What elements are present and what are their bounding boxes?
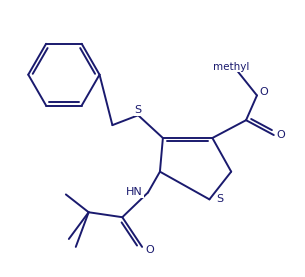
Text: O: O (260, 88, 268, 98)
Text: O: O (146, 245, 154, 255)
Text: HN: HN (126, 188, 143, 198)
Text: S: S (216, 194, 223, 204)
Text: O: O (276, 130, 285, 140)
Text: methyl: methyl (213, 62, 249, 72)
Text: S: S (135, 105, 142, 115)
